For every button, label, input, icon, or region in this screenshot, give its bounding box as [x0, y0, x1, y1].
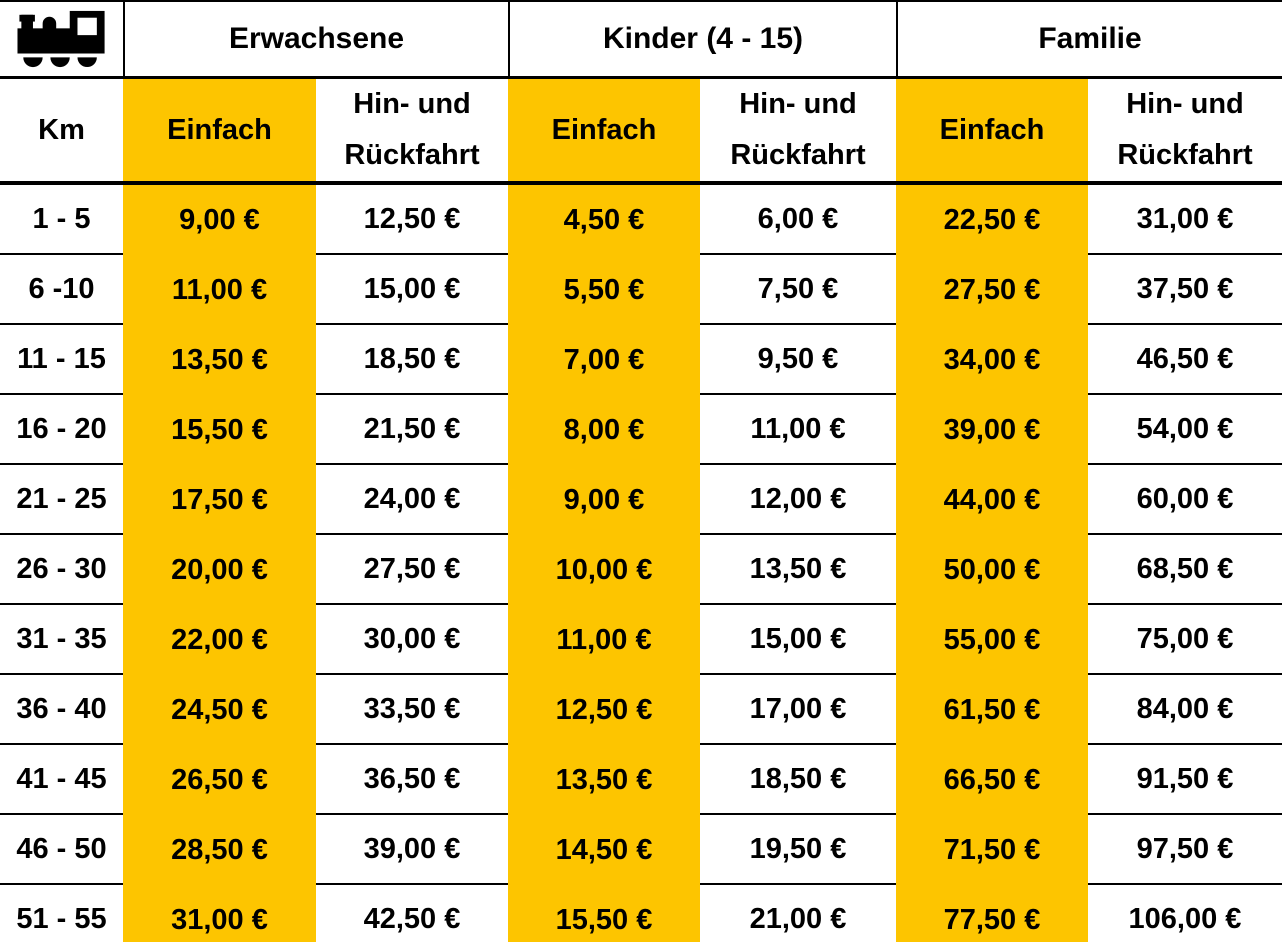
km-cell: 21 - 25 [0, 465, 123, 535]
price-cell: 71,50 € [896, 815, 1088, 885]
subheader-single-child: Einfach [508, 79, 700, 185]
price-cell: 77,50 € [896, 885, 1088, 942]
price-cell: 10,00 € [508, 535, 700, 605]
price-cell: 15,50 € [123, 395, 316, 465]
price-cell: 9,00 € [123, 185, 316, 255]
price-cell: 22,00 € [123, 605, 316, 675]
price-cell: 68,50 € [1088, 535, 1282, 605]
km-cell: 6 -10 [0, 255, 123, 325]
group-header-kinder: Kinder (4 - 15) [508, 2, 896, 79]
subheader-single-family: Einfach [896, 79, 1088, 185]
price-cell: 50,00 € [896, 535, 1088, 605]
price-cell: 18,50 € [316, 325, 508, 395]
price-cell: 84,00 € [1088, 675, 1282, 745]
price-cell: 55,00 € [896, 605, 1088, 675]
km-cell: 36 - 40 [0, 675, 123, 745]
price-cell: 39,00 € [896, 395, 1088, 465]
price-cell: 22,50 € [896, 185, 1088, 255]
price-cell: 12,50 € [508, 675, 700, 745]
price-cell: 6,00 € [700, 185, 896, 255]
price-cell: 11,00 € [508, 605, 700, 675]
km-cell: 31 - 35 [0, 605, 123, 675]
price-cell: 15,00 € [316, 255, 508, 325]
subheader-return-family: Hin- und Rückfahrt [1088, 79, 1282, 185]
price-cell: 106,00 € [1088, 885, 1282, 942]
price-cell: 7,00 € [508, 325, 700, 395]
price-cell: 8,00 € [508, 395, 700, 465]
price-cell: 54,00 € [1088, 395, 1282, 465]
km-cell: 16 - 20 [0, 395, 123, 465]
price-cell: 18,50 € [700, 745, 896, 815]
price-cell: 5,50 € [508, 255, 700, 325]
subheader-single-adult: Einfach [123, 79, 316, 185]
price-cell: 30,00 € [316, 605, 508, 675]
train-icon-cell [0, 2, 123, 79]
price-cell: 13,50 € [700, 535, 896, 605]
price-cell: 11,00 € [123, 255, 316, 325]
train-icon [16, 9, 107, 69]
price-cell: 61,50 € [896, 675, 1088, 745]
km-cell: 51 - 55 [0, 885, 123, 942]
price-cell: 13,50 € [508, 745, 700, 815]
price-cell: 15,00 € [700, 605, 896, 675]
price-cell: 24,00 € [316, 465, 508, 535]
price-cell: 11,00 € [700, 395, 896, 465]
price-cell: 97,50 € [1088, 815, 1282, 885]
price-cell: 21,00 € [700, 885, 896, 942]
price-cell: 26,50 € [123, 745, 316, 815]
price-cell: 7,50 € [700, 255, 896, 325]
price-cell: 75,00 € [1088, 605, 1282, 675]
km-cell: 41 - 45 [0, 745, 123, 815]
price-cell: 33,50 € [316, 675, 508, 745]
price-cell: 27,50 € [896, 255, 1088, 325]
price-cell: 27,50 € [316, 535, 508, 605]
km-cell: 11 - 15 [0, 325, 123, 395]
price-cell: 39,00 € [316, 815, 508, 885]
price-cell: 20,00 € [123, 535, 316, 605]
km-cell: 26 - 30 [0, 535, 123, 605]
group-header-erwachsene: Erwachsene [123, 2, 508, 79]
price-cell: 4,50 € [508, 185, 700, 255]
price-cell: 28,50 € [123, 815, 316, 885]
price-cell: 31,00 € [123, 885, 316, 942]
price-cell: 66,50 € [896, 745, 1088, 815]
km-cell: 1 - 5 [0, 185, 123, 255]
price-cell: 44,00 € [896, 465, 1088, 535]
price-cell: 17,00 € [700, 675, 896, 745]
price-cell: 31,00 € [1088, 185, 1282, 255]
subheader-return-child: Hin- und Rückfahrt [700, 79, 896, 185]
price-cell: 9,00 € [508, 465, 700, 535]
price-cell: 19,50 € [700, 815, 896, 885]
price-cell: 9,50 € [700, 325, 896, 395]
price-cell: 91,50 € [1088, 745, 1282, 815]
price-cell: 17,50 € [123, 465, 316, 535]
group-header-familie: Familie [896, 2, 1282, 79]
price-cell: 60,00 € [1088, 465, 1282, 535]
price-cell: 15,50 € [508, 885, 700, 942]
price-cell: 12,00 € [700, 465, 896, 535]
price-cell: 12,50 € [316, 185, 508, 255]
subheader-km: Km [0, 79, 123, 185]
subheader-return-adult: Hin- und Rückfahrt [316, 79, 508, 185]
price-cell: 14,50 € [508, 815, 700, 885]
price-cell: 21,50 € [316, 395, 508, 465]
price-cell: 37,50 € [1088, 255, 1282, 325]
km-cell: 46 - 50 [0, 815, 123, 885]
price-cell: 36,50 € [316, 745, 508, 815]
price-cell: 46,50 € [1088, 325, 1282, 395]
price-cell: 13,50 € [123, 325, 316, 395]
price-cell: 24,50 € [123, 675, 316, 745]
price-cell: 34,00 € [896, 325, 1088, 395]
price-cell: 42,50 € [316, 885, 508, 942]
